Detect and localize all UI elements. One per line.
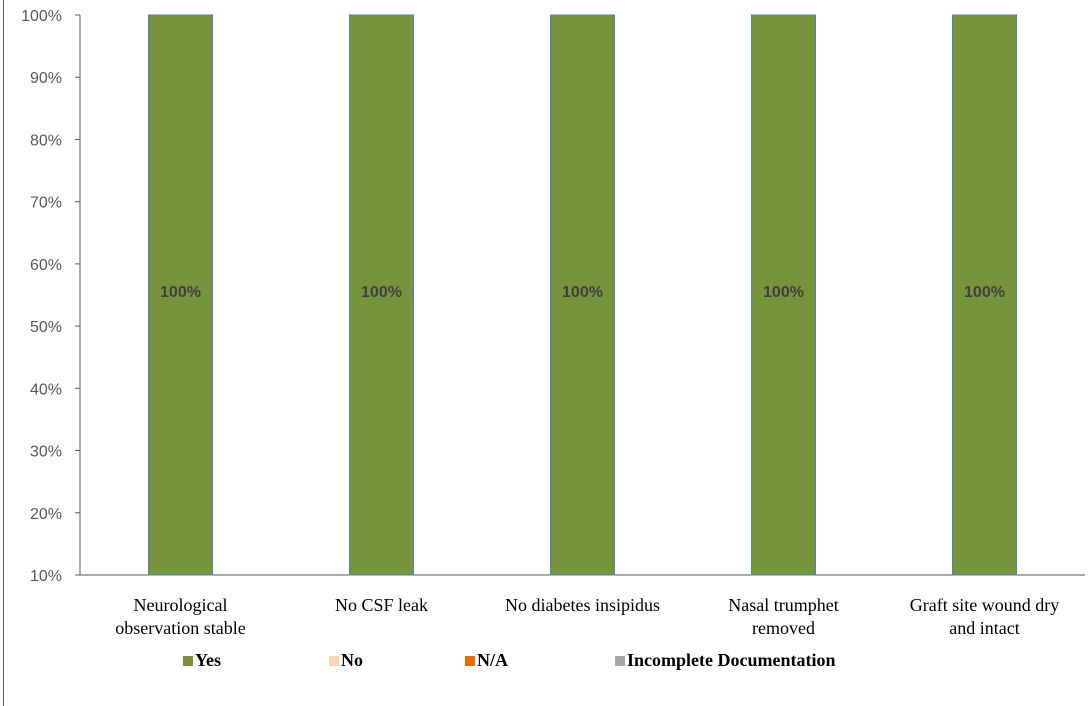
- bars: [148, 14, 1017, 576]
- legend-swatch: [183, 656, 193, 666]
- legend-label: Yes: [195, 650, 221, 670]
- legend-label: Incomplete Documentation: [627, 650, 835, 670]
- legend: Yes No N/A Incomplete Documentation: [183, 650, 835, 670]
- y-tick-label: 80%: [30, 132, 62, 149]
- category-label: Nasal trumphet removed: [728, 595, 838, 638]
- legend-swatch: [465, 656, 475, 666]
- y-tick-label: 40%: [30, 381, 62, 398]
- bar-yes: [751, 14, 816, 576]
- legend-item-yes: Yes: [183, 650, 221, 670]
- y-tick-label: 10%: [30, 568, 62, 585]
- bar-yes: [550, 14, 615, 576]
- legend-swatch: [615, 656, 625, 666]
- data-labels: 100% 100% 100% 100% 100%: [160, 284, 1005, 301]
- category-label: No CSF leak: [335, 595, 428, 615]
- y-tick-label: 70%: [30, 195, 62, 212]
- y-tick-label: 100%: [21, 8, 62, 25]
- y-axis: 10% 20% 30% 40% 50% 60% 70% 80% 90% 100%: [3, 0, 81, 706]
- data-label: 100%: [160, 284, 201, 301]
- data-label: 100%: [562, 284, 603, 301]
- bar-yes: [952, 14, 1017, 576]
- y-tick-label: 20%: [30, 506, 62, 523]
- y-tick-label: 30%: [30, 444, 62, 461]
- category-label: No diabetes insipidus: [505, 595, 660, 615]
- y-tick-label: 50%: [30, 319, 62, 336]
- category-labels: Neurological observation stable No CSF lea…: [115, 595, 1059, 638]
- data-label: 100%: [763, 284, 804, 301]
- legend-item-incomplete-documentation: Incomplete Documentation: [615, 650, 835, 670]
- bar-yes: [148, 14, 213, 576]
- category-label: Graft site wound dry and intact: [910, 595, 1059, 638]
- legend-item-no: No: [329, 650, 363, 670]
- legend-swatch: [329, 656, 339, 666]
- legend-item-n-a: N/A: [465, 650, 508, 670]
- data-label: 100%: [964, 284, 1005, 301]
- legend-label: No: [341, 650, 363, 670]
- bar-yes: [349, 14, 414, 576]
- y-tick-label: 90%: [30, 70, 62, 87]
- data-label: 100%: [361, 284, 402, 301]
- y-tick-label: 60%: [30, 257, 62, 274]
- legend-label: N/A: [477, 650, 508, 670]
- category-label: Neurological observation stable: [115, 595, 245, 638]
